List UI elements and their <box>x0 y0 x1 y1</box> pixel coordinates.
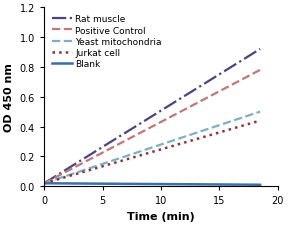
Blank <box>42 182 46 185</box>
Line: Positive Control: Positive Control <box>44 70 260 183</box>
Rat muscle <box>42 182 46 185</box>
Line: Rat muscle: Rat muscle <box>44 50 260 183</box>
Positive Control <box>258 69 262 72</box>
Y-axis label: OD 450 nm: OD 450 nm <box>4 63 14 132</box>
Yeast mitochondria <box>224 122 228 125</box>
Positive Control <box>238 80 242 82</box>
Blank <box>170 183 174 186</box>
Rat muscle <box>238 61 242 64</box>
Jurkat cell <box>170 145 174 148</box>
Jurkat cell <box>175 144 178 147</box>
Blank <box>224 183 228 186</box>
Yeast mitochondria <box>258 111 262 113</box>
Rat muscle <box>175 100 178 103</box>
Legend: Rat muscle, Positive Control, Yeast mitochondria, Jurkat cell, Blank: Rat muscle, Positive Control, Yeast mito… <box>51 14 163 70</box>
Blank <box>171 183 175 186</box>
Blank <box>258 184 262 186</box>
Blank <box>43 182 47 185</box>
Positive Control <box>224 87 228 90</box>
Rat muscle <box>224 69 228 72</box>
Blank <box>238 183 242 186</box>
Jurkat cell <box>171 145 175 148</box>
Positive Control <box>42 182 46 185</box>
Rat muscle <box>43 182 47 184</box>
Positive Control <box>43 182 47 184</box>
Positive Control <box>170 115 174 118</box>
Jurkat cell <box>238 126 242 128</box>
Jurkat cell <box>224 130 228 132</box>
Jurkat cell <box>43 182 47 184</box>
Jurkat cell <box>258 120 262 122</box>
Yeast mitochondria <box>175 138 178 141</box>
Rat muscle <box>258 48 262 51</box>
Yeast mitochondria <box>171 140 175 142</box>
X-axis label: Time (min): Time (min) <box>127 211 195 221</box>
Positive Control <box>175 113 178 116</box>
Line: Jurkat cell: Jurkat cell <box>44 121 260 183</box>
Blank <box>175 183 178 186</box>
Rat muscle <box>171 103 175 105</box>
Yeast mitochondria <box>170 140 174 143</box>
Positive Control <box>171 115 175 118</box>
Jurkat cell <box>42 182 46 185</box>
Yeast mitochondria <box>42 182 46 185</box>
Line: Blank: Blank <box>44 183 260 185</box>
Yeast mitochondria <box>43 182 47 184</box>
Rat muscle <box>170 103 174 106</box>
Yeast mitochondria <box>238 117 242 120</box>
Line: Yeast mitochondria: Yeast mitochondria <box>44 112 260 183</box>
